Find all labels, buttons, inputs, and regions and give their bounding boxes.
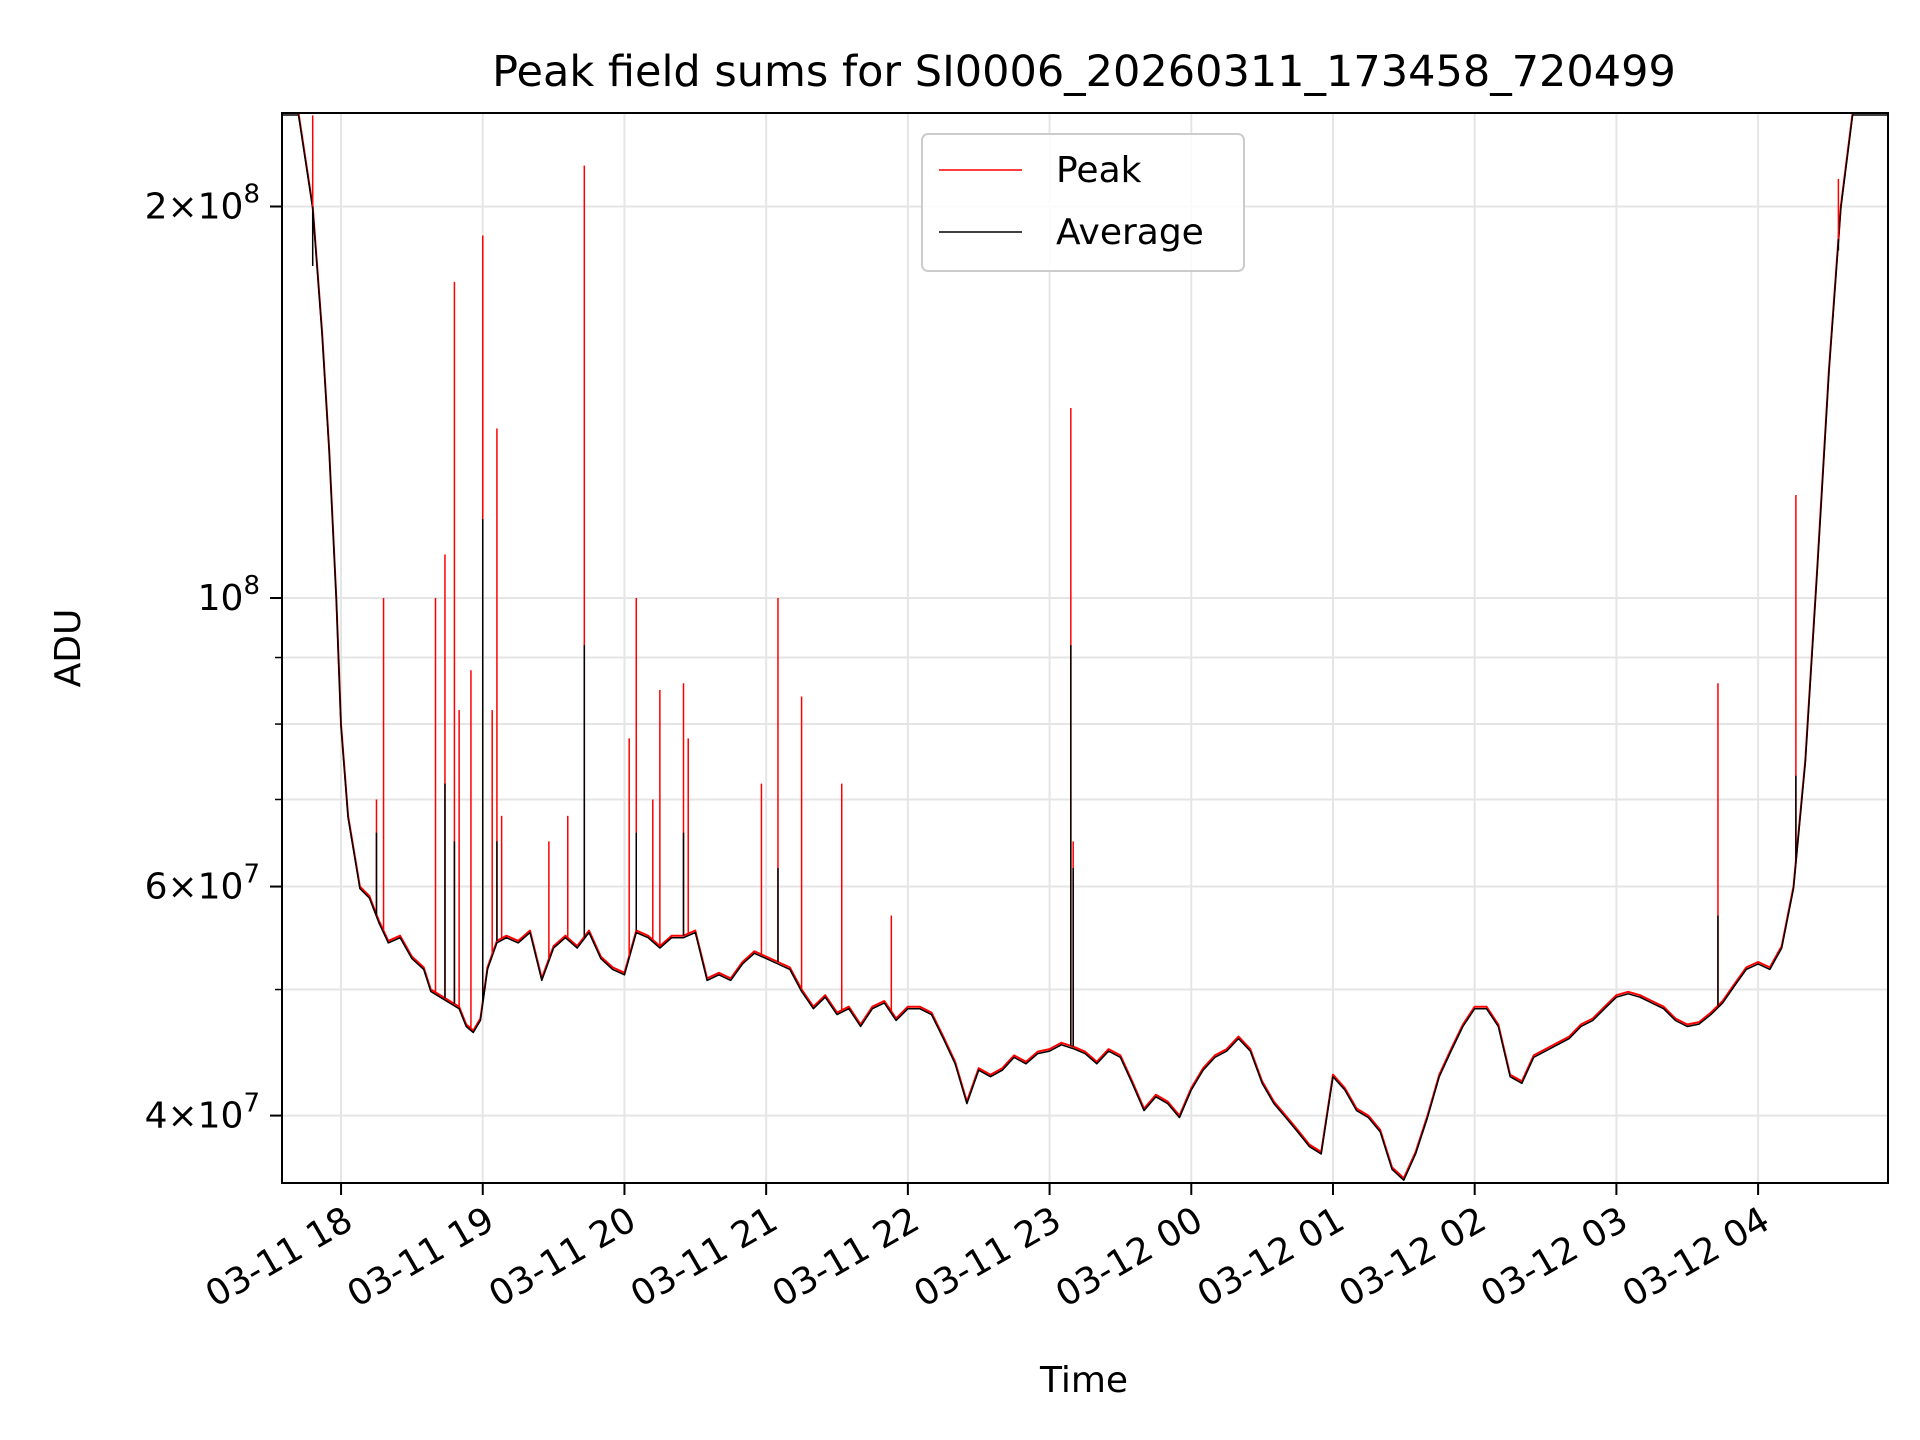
chart-title: Peak field sums for SI0006_20260311_1734…: [492, 47, 1676, 97]
legend-label-average: Average: [1056, 212, 1204, 253]
y-tick-label: 2×108: [145, 179, 260, 227]
plot-frame: [281, 112, 1889, 1184]
y-tick-label: 6×107: [145, 860, 260, 908]
legend-box: [921, 133, 1245, 272]
series-line-peak: [282, 113, 1888, 1180]
legend-label-peak: Peak: [1056, 150, 1142, 191]
y-tick-label: 4×107: [145, 1089, 260, 1137]
x-axis-label: Time: [1039, 1360, 1128, 1401]
plot-series: [282, 113, 1888, 1181]
series-line-average: [282, 114, 1888, 1181]
legend: Peak Average: [921, 133, 1245, 272]
y-axis-label: ADU: [48, 609, 89, 688]
